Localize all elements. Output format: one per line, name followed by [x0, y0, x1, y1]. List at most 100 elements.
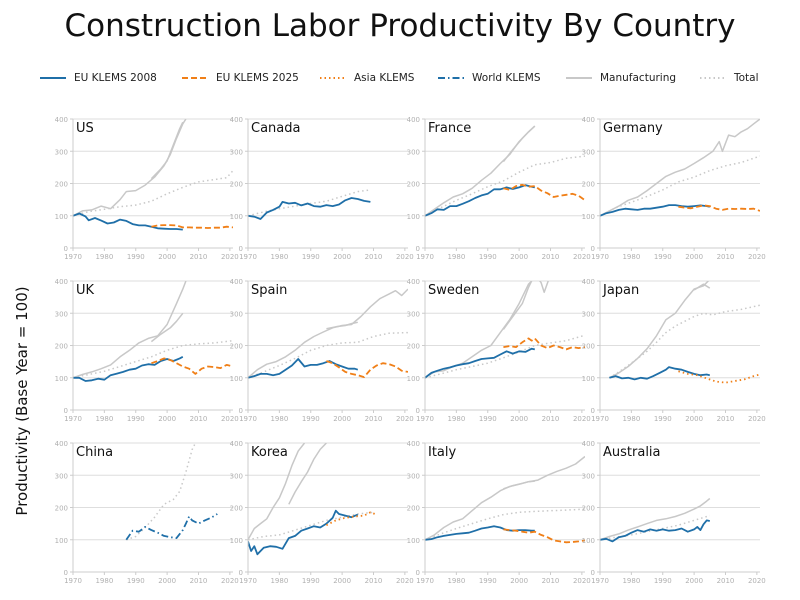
- series-line-manufacturing: [248, 443, 306, 541]
- x-tick-label: 1990: [302, 253, 320, 261]
- x-tick-label: 2010: [365, 415, 383, 423]
- y-tick-label: 0: [239, 569, 243, 577]
- x-tick-label: 2000: [685, 415, 703, 423]
- legend-swatch: [438, 77, 464, 79]
- y-tick-label: 400: [55, 440, 68, 448]
- y-tick-label: 0: [239, 245, 243, 253]
- legend-label: Total: [734, 72, 759, 84]
- y-tick-label: 400: [407, 116, 420, 124]
- y-tick-label: 100: [407, 537, 420, 545]
- series-line-eu-klems-2025: [503, 528, 585, 544]
- x-tick-label: 2020: [748, 253, 766, 261]
- x-tick-label: 1980: [95, 415, 113, 423]
- y-tick-label: 400: [55, 278, 68, 286]
- panel-title: Spain: [251, 283, 287, 298]
- x-tick-label: 1990: [654, 577, 672, 585]
- x-tick-label: 2010: [365, 577, 383, 585]
- y-tick-label: 200: [582, 505, 595, 513]
- series-line-eu-klems-2025: [503, 183, 585, 202]
- y-tick-label: 400: [55, 116, 68, 124]
- series-line-eu-klems-2008: [425, 184, 535, 217]
- legend-item-manufacturing: Manufacturing: [566, 68, 676, 88]
- x-tick-label: 2010: [542, 577, 560, 585]
- x-tick-label: 1970: [64, 577, 82, 585]
- panel-title: Canada: [251, 121, 300, 136]
- series-line-total: [73, 170, 233, 217]
- panel-title: Italy: [428, 445, 457, 460]
- x-tick-label: 1980: [622, 253, 640, 261]
- x-tick-label: 1990: [479, 577, 497, 585]
- panel-spain: 0 100 200 300 400 1970 1980 1990 2000 2010 2020 Spa…: [230, 278, 414, 423]
- y-tick-label: 0: [416, 569, 420, 577]
- series-line-eu-klems-2008: [248, 509, 359, 556]
- x-tick-label: 1980: [270, 577, 288, 585]
- y-tick-label: 400: [582, 278, 595, 286]
- x-tick-label: 2010: [190, 253, 208, 261]
- x-tick-label: 1990: [302, 415, 320, 423]
- x-tick-label: 2020: [748, 415, 766, 423]
- y-tick-label: 400: [407, 440, 420, 448]
- x-tick-label: 2000: [510, 415, 528, 423]
- chart-legend: EU KLEMS 2008 EU KLEMS 2025 Asia KLEMS W…: [0, 68, 800, 88]
- y-tick-label: 400: [407, 278, 420, 286]
- x-tick-label: 2000: [158, 415, 176, 423]
- y-tick-label: 100: [230, 375, 243, 383]
- y-tick-label: 100: [55, 537, 68, 545]
- x-tick-label: 1980: [447, 577, 465, 585]
- x-tick-label: 1990: [479, 253, 497, 261]
- x-tick-label: 1980: [622, 577, 640, 585]
- series-line-total: [425, 334, 585, 379]
- series-line-eu-klems-2025: [326, 360, 408, 379]
- series-line-manufacturing: [150, 121, 184, 180]
- x-tick-label: 1980: [95, 253, 113, 261]
- legend-item-eu-klems-2025: EU KLEMS 2025: [182, 68, 299, 88]
- x-tick-label: 1980: [447, 415, 465, 423]
- y-tick-label: 300: [55, 148, 68, 156]
- y-tick-label: 200: [55, 181, 68, 189]
- y-tick-label: 0: [416, 245, 420, 253]
- series-line-eu-klems-2008: [600, 204, 710, 217]
- x-tick-label: 2000: [685, 577, 703, 585]
- y-tick-label: 100: [230, 537, 243, 545]
- legend-label: Asia KLEMS: [354, 72, 415, 84]
- y-tick-label: 300: [407, 310, 420, 318]
- y-tick-label: 300: [582, 472, 595, 480]
- x-tick-label: 2020: [396, 415, 414, 423]
- series-line-manufacturing: [326, 321, 358, 330]
- y-tick-label: 200: [230, 181, 243, 189]
- x-tick-label: 1970: [416, 415, 434, 423]
- series-line-eu-klems-2008: [73, 212, 183, 231]
- y-tick-label: 0: [591, 407, 595, 415]
- panel-title: Korea: [251, 445, 288, 460]
- y-tick-label: 300: [55, 472, 68, 480]
- x-tick-label: 1970: [64, 415, 82, 423]
- series-line-asia-klems: [678, 370, 760, 384]
- y-tick-label: 100: [582, 213, 595, 221]
- x-tick-label: 1990: [127, 253, 145, 261]
- x-tick-label: 1980: [622, 415, 640, 423]
- panel-title: US: [76, 121, 94, 136]
- series-line-eu-klems-2025: [503, 337, 585, 351]
- x-tick-label: 1980: [270, 415, 288, 423]
- panel-japan: 0 100 200 300 400 1970 1980 1990 2000 2010 2020 Jap…: [582, 278, 766, 423]
- y-tick-label: 100: [230, 213, 243, 221]
- y-tick-label: 100: [407, 375, 420, 383]
- series-line-total: [600, 514, 711, 541]
- x-tick-label: 2010: [542, 415, 560, 423]
- x-tick-label: 1990: [479, 415, 497, 423]
- y-tick-label: 100: [55, 375, 68, 383]
- y-tick-label: 200: [55, 505, 68, 513]
- x-tick-label: 1990: [127, 415, 145, 423]
- panel-italy: 0 100 200 300 400 1970 1980 1990 2000 2010 2020 Ita…: [407, 440, 591, 585]
- x-tick-label: 1970: [591, 577, 609, 585]
- y-tick-label: 300: [407, 472, 420, 480]
- panel-sweden: 0 100 200 300 400 1970 1980 1990 2000 2010 2020 Swe…: [407, 278, 591, 423]
- y-tick-label: 0: [64, 407, 68, 415]
- y-tick-label: 200: [407, 343, 420, 351]
- series-line-manufacturing: [502, 125, 536, 163]
- series-line-eu-klems-2008: [248, 358, 359, 379]
- x-tick-label: 2020: [221, 415, 239, 423]
- x-tick-label: 2000: [333, 577, 351, 585]
- y-tick-label: 400: [230, 440, 243, 448]
